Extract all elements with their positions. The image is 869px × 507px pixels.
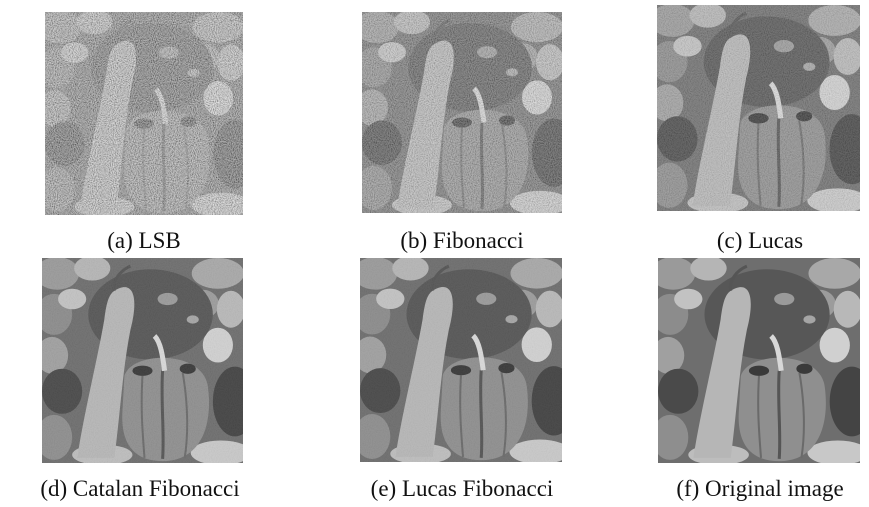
image-catalan-fibonacci bbox=[35, 256, 257, 465]
caption: (b) Fibonacci bbox=[400, 228, 523, 253]
image-original bbox=[651, 256, 869, 465]
image-fibonacci bbox=[355, 10, 576, 215]
image-lucas-fibonacci bbox=[353, 256, 576, 464]
caption: (c) Lucas bbox=[717, 228, 803, 253]
image-lucas bbox=[650, 3, 869, 213]
caption: (a) LSB bbox=[107, 228, 180, 253]
figure: (a) LSB (b) Fibonacci (c) Lucas (d) Cata… bbox=[0, 0, 869, 502]
caption: (f) Original image bbox=[676, 476, 843, 501]
caption: (d) Catalan Fibonacci bbox=[40, 476, 239, 501]
image-lsb bbox=[38, 10, 257, 217]
caption: (e) Lucas Fibonacci bbox=[371, 476, 554, 501]
